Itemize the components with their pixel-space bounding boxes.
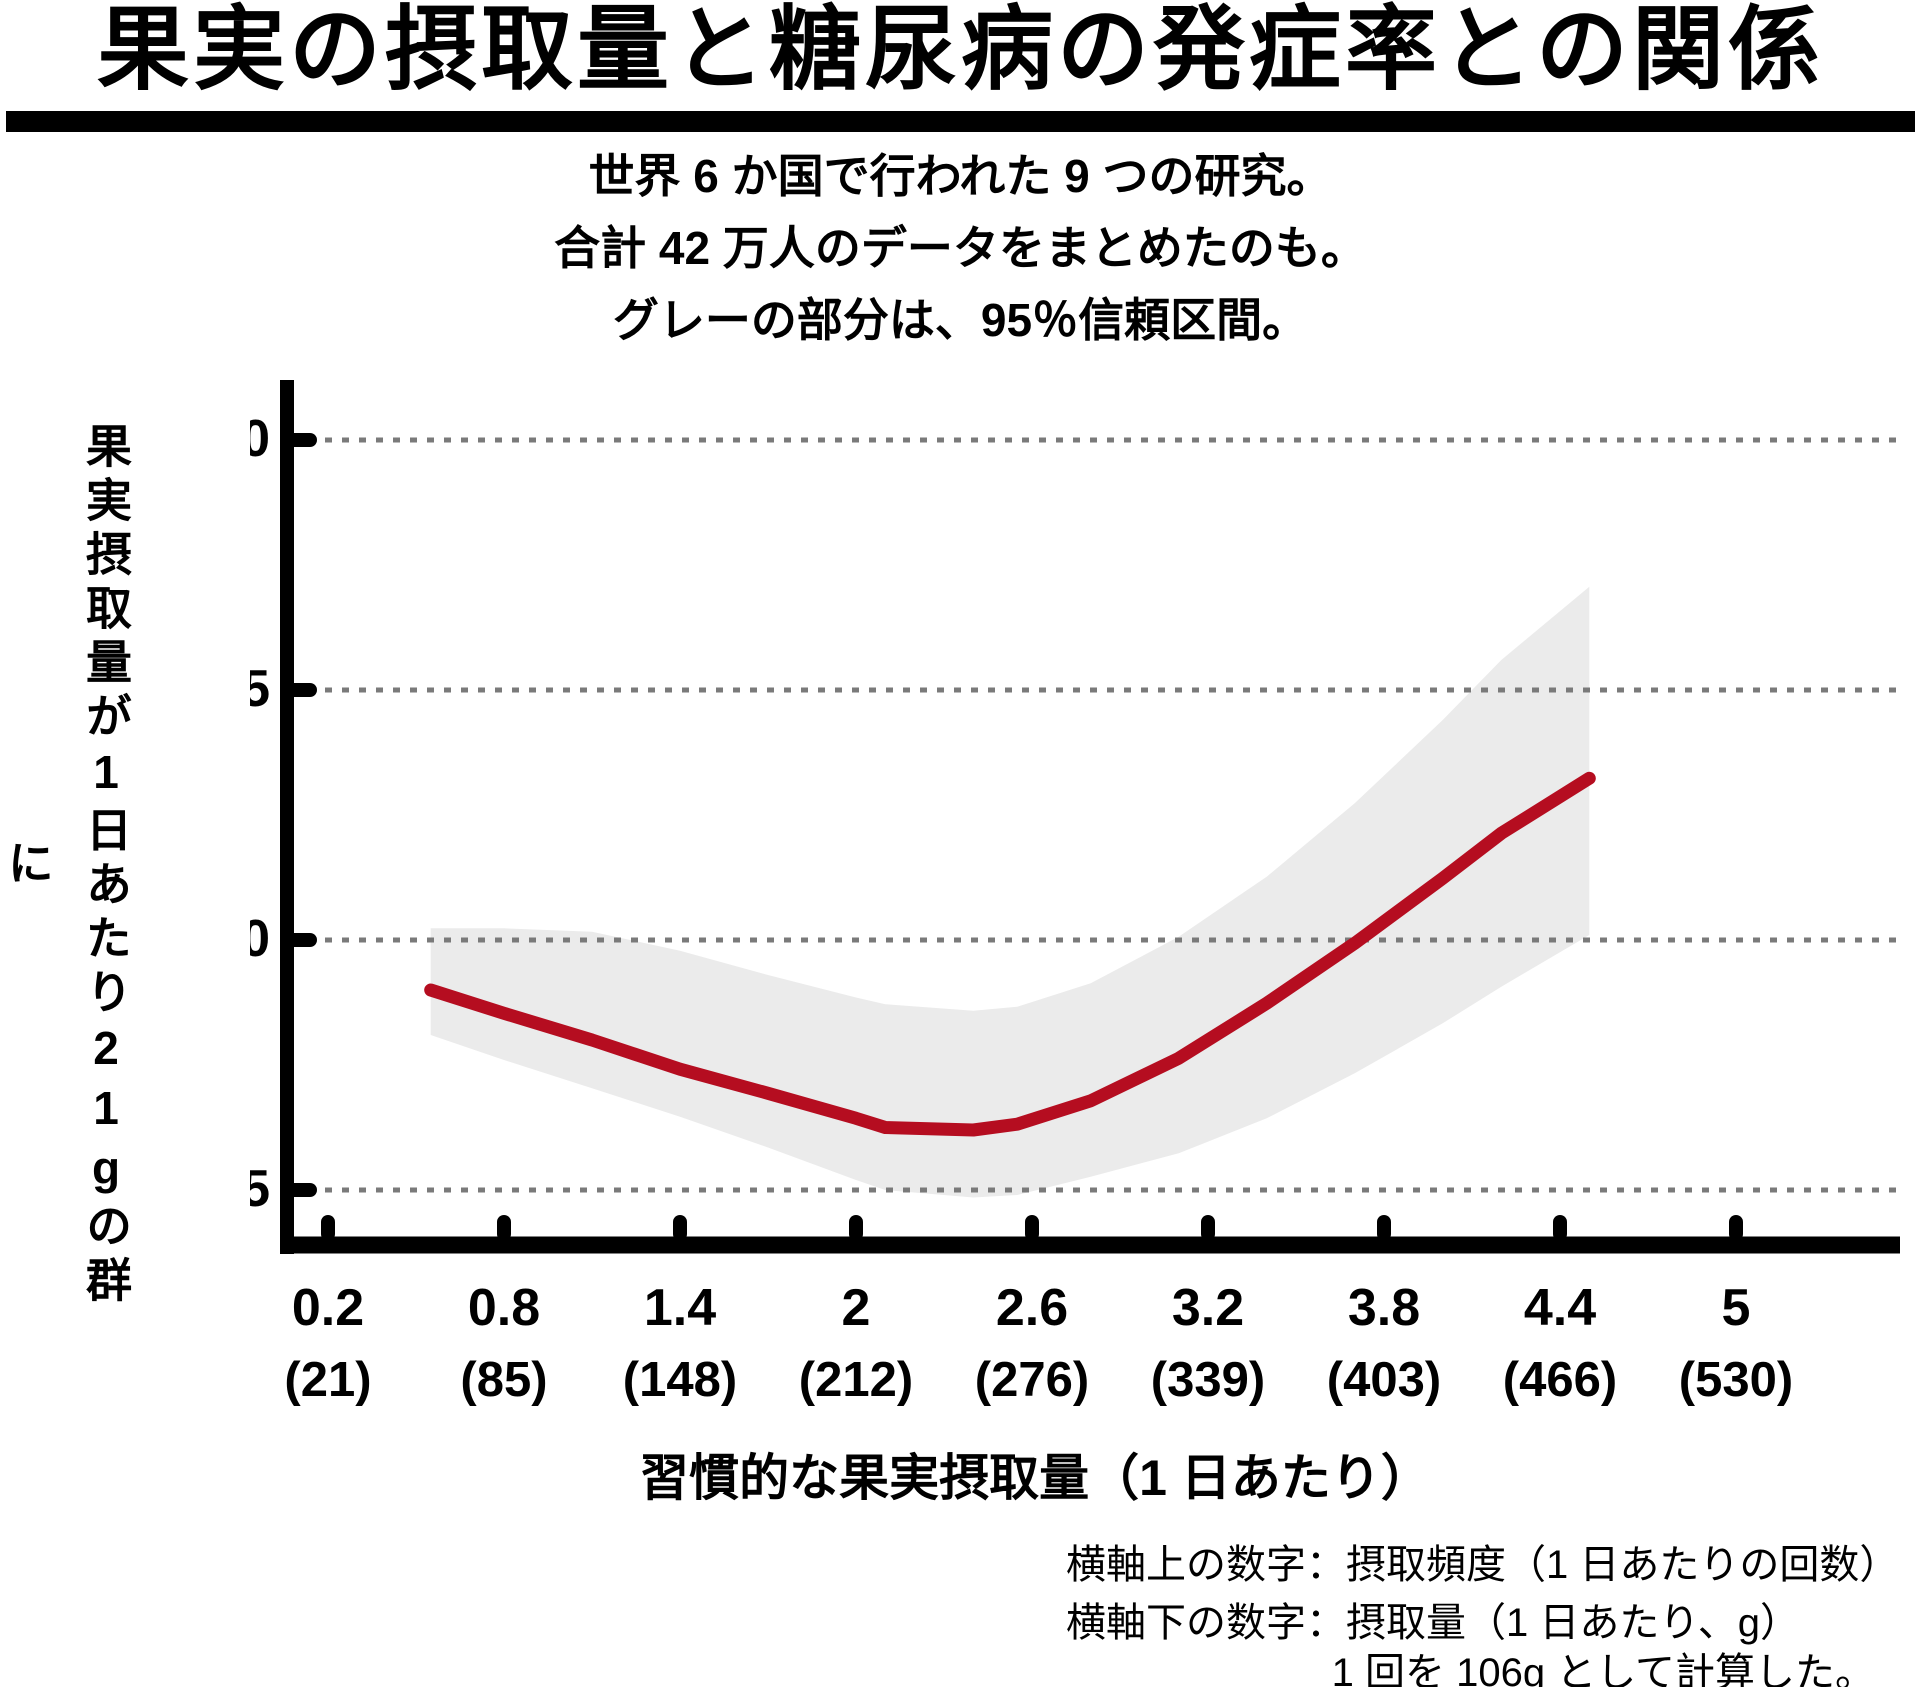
x-tick-freq-label: 1.4: [644, 1279, 716, 1337]
y-tick-labels: 1.30 1.15 1.00 0.85: [250, 410, 270, 1218]
x-tick-grams-label: (85): [460, 1353, 547, 1407]
x-tick-grams-label: (530): [1679, 1353, 1793, 1407]
x-axis-title: 習慣的な果実摂取量（1 日あたり）: [639, 1450, 1431, 1506]
footnote-line-1: 横軸上の数字：摂取頻度（1 日あたりの回数）: [1066, 1543, 1900, 1587]
x-tick-grams-label: (212): [799, 1353, 913, 1407]
risk-curve: [424, 771, 1596, 1137]
x-tick-freq-labels: 0.2 0.8 1.4 2 2.6 3.2 3.8 4.4 5: [292, 1279, 1751, 1337]
confidence-band: [430, 586, 1590, 1198]
x-tick-freq-label: 3.8: [1348, 1279, 1420, 1337]
x-tick-freq-label: 5: [1722, 1279, 1751, 1337]
x-tick-grams-label: (466): [1503, 1353, 1617, 1407]
y-tick-label: 1.30: [250, 410, 270, 468]
y-tick-label: 1.15: [250, 660, 270, 718]
axes: [280, 380, 1900, 1254]
x-tick-grams-label: (148): [623, 1353, 737, 1407]
x-tick-grams-label: (21): [284, 1353, 371, 1407]
x-tick-freq-label: 3.2: [1172, 1279, 1244, 1337]
title-underline: [6, 111, 1915, 132]
y-axis-label-line-1: 果実摂取量が1日あたり21gの群に: [1, 421, 132, 1310]
footnote-line-2: 横軸下の数字：摂取量（1 日あたり、g）: [1066, 1601, 1801, 1645]
chart: 1.30 1.15 1.00 0.85 0.2 0.8 1.4 2 2.6 3.…: [250, 380, 1900, 1407]
x-tick-freq-label: 0.2: [292, 1279, 364, 1337]
subtitle-line-3: グレーの部分は、95％信頼区間。: [612, 294, 1309, 346]
footnote-line-3: 1 回を 106g として計算した。: [1331, 1651, 1875, 1687]
y-axis-label: 果実摂取量が1日あたり21gの群に 比べた相対的な糖尿病の発症率: [2, 398, 145, 1333]
x-tick-freq-label: 4.4: [1524, 1279, 1596, 1337]
x-tick-grams-label: (403): [1327, 1353, 1441, 1407]
subtitle-line-1: 世界 6 か国で行われた 9 つの研究。: [588, 150, 1333, 202]
y-ticks: [285, 433, 317, 1197]
x-tick-grams-label: (276): [975, 1353, 1089, 1407]
x-tick-freq-label: 2: [842, 1279, 871, 1337]
page-title: 果実の摂取量と糖尿病の発症率との関係: [96, 0, 1825, 101]
x-tick-freq-label: 2.6: [996, 1279, 1068, 1337]
y-tick-label: 0.85: [250, 1160, 270, 1218]
x-tick-grams-labels: (21) (85) (148) (212) (276) (339) (403) …: [284, 1353, 1793, 1407]
x-ticks: [321, 1215, 1743, 1241]
subtitle-line-2: 合計 42 万人のデータをまとめたのも。: [554, 222, 1367, 274]
subtitle: 世界 6 か国で行われた 9 つの研究。 合計 42 万人のデータをまとめたのも…: [0, 140, 1921, 356]
x-tick-grams-label: (339): [1151, 1353, 1265, 1407]
y-tick-label: 1.00: [250, 910, 270, 968]
x-tick-freq-label: 0.8: [468, 1279, 540, 1337]
footnotes: 横軸上の数字：摂取頻度（1 日あたりの回数） 横軸下の数字：摂取量（1 日あたり…: [1066, 1536, 1899, 1652]
